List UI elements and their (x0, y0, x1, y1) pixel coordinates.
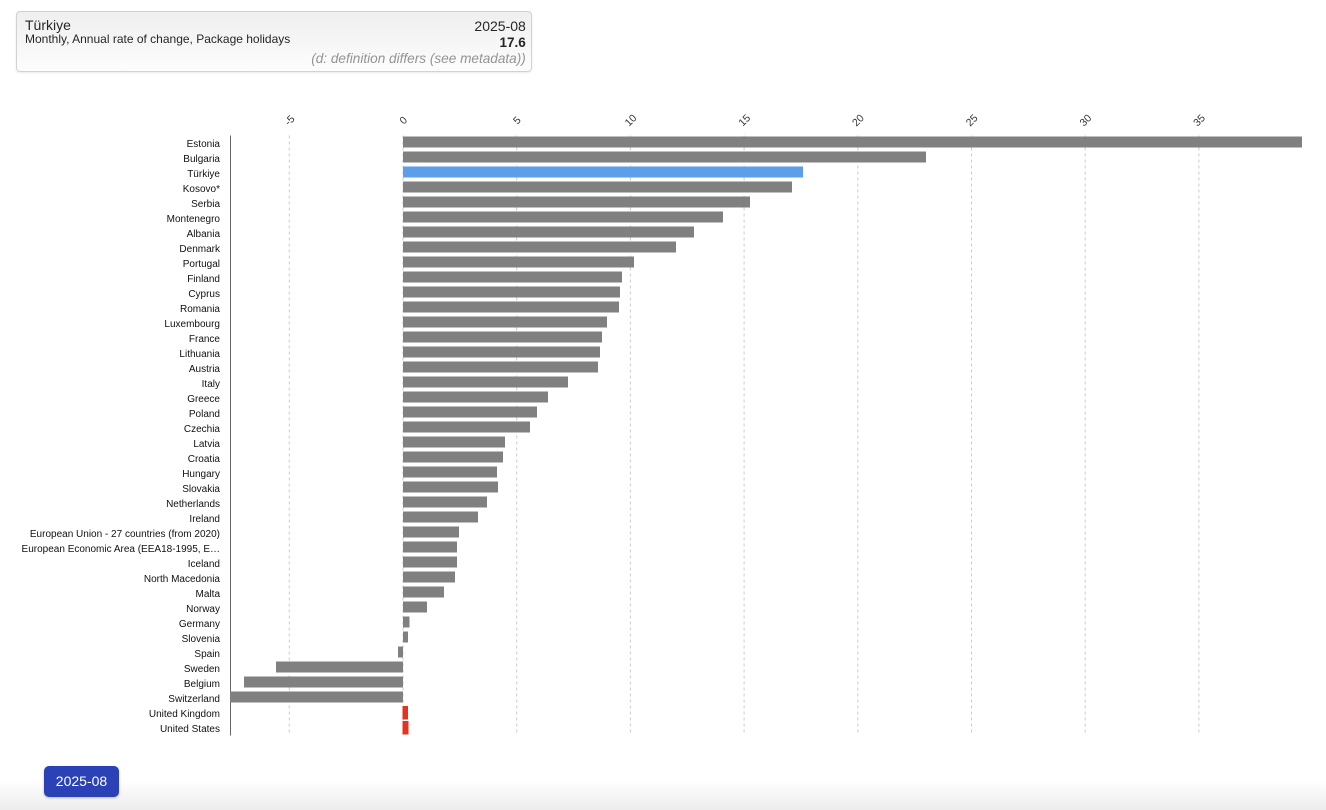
svg-text:Slovakia: Slovakia (182, 484, 220, 495)
svg-text:European Economic Area (EEA18-: European Economic Area (EEA18-1995, E… (22, 544, 220, 555)
svg-text:25: 25 (964, 112, 981, 129)
svg-text:United Kingdom: United Kingdom (149, 709, 220, 720)
svg-text:35: 35 (1191, 112, 1208, 129)
svg-text:Denmark: Denmark (179, 244, 221, 255)
svg-text:Croatia: Croatia (188, 454, 221, 465)
svg-text:Iceland: Iceland (188, 559, 220, 570)
svg-text:Spain: Spain (194, 649, 220, 660)
svg-text:Germany: Germany (179, 619, 220, 630)
svg-text:Albania: Albania (187, 229, 221, 240)
svg-text:Slovenia: Slovenia (182, 634, 221, 645)
svg-text:Estonia: Estonia (187, 139, 221, 150)
svg-text:Montenegro: Montenegro (167, 214, 221, 225)
svg-text:0: 0 (397, 114, 410, 127)
svg-text:15: 15 (736, 112, 753, 129)
svg-text:United States: United States (160, 724, 220, 735)
svg-text:Austria: Austria (189, 364, 221, 375)
svg-text:Sweden: Sweden (184, 664, 220, 675)
svg-text:Greece: Greece (187, 394, 220, 405)
svg-text:North Macedonia: North Macedonia (144, 574, 221, 585)
svg-text:Italy: Italy (202, 379, 220, 390)
svg-text:France: France (189, 334, 221, 345)
svg-text:Belgium: Belgium (184, 679, 220, 690)
svg-text:Netherlands: Netherlands (166, 499, 220, 510)
svg-text:30: 30 (1077, 112, 1094, 129)
svg-text:5: 5 (511, 114, 524, 127)
svg-text:Malta: Malta (196, 589, 221, 600)
svg-text:Czechia: Czechia (184, 424, 221, 435)
svg-text:20: 20 (850, 112, 867, 129)
svg-text:10: 10 (623, 112, 640, 129)
svg-text:-5: -5 (282, 113, 297, 128)
svg-text:Serbia: Serbia (191, 199, 220, 210)
svg-text:Romania: Romania (180, 304, 220, 315)
svg-text:Finland: Finland (187, 274, 220, 285)
svg-text:Poland: Poland (189, 409, 220, 420)
svg-text:Bulgaria: Bulgaria (183, 154, 220, 165)
svg-text:Luxembourg: Luxembourg (164, 319, 220, 330)
svg-text:Kosovo*: Kosovo* (183, 184, 220, 195)
svg-text:Ireland: Ireland (189, 514, 220, 525)
svg-text:Lithuania: Lithuania (179, 349, 220, 360)
svg-text:Türkiye: Türkiye (187, 169, 220, 180)
svg-text:Norway: Norway (186, 604, 220, 615)
svg-text:Latvia: Latvia (193, 439, 220, 450)
svg-text:Portugal: Portugal (183, 259, 220, 270)
svg-text:Switzerland: Switzerland (168, 694, 220, 705)
svg-text:Cyprus: Cyprus (188, 289, 220, 300)
svg-text:Hungary: Hungary (182, 469, 220, 480)
svg-text:European Union - 27 countries: European Union - 27 countries (from 2020… (30, 529, 220, 540)
